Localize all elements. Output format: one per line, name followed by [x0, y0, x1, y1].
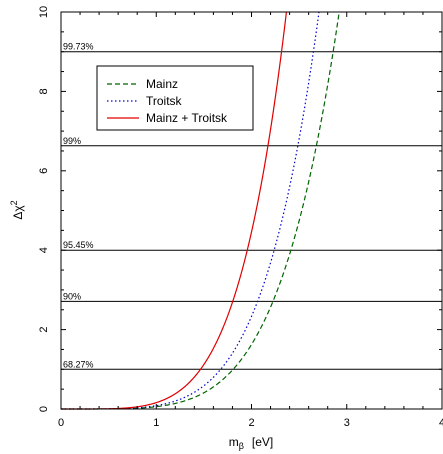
y-tick-label: 2 [38, 327, 50, 333]
x-tick-label: 4 [439, 417, 443, 429]
x-axis-label-sub: β [239, 441, 244, 451]
y-tick-label: 0 [38, 406, 50, 412]
y-tick-label: 10 [38, 6, 50, 18]
cl-label: 95.45% [63, 240, 94, 250]
x-axis-label-main: m [229, 435, 239, 449]
legend-label: Mainz [146, 77, 178, 91]
y-axis: 0 2 4 6 8 10 [38, 6, 442, 412]
cl-label: 90% [63, 291, 81, 301]
y-axis-label-sup: 2 [9, 200, 19, 205]
legend: Mainz Troitsk Mainz + Troitsk [96, 65, 254, 131]
y-tick-label: 6 [38, 168, 50, 174]
y-tick-label: 4 [38, 247, 50, 253]
legend-box [96, 65, 254, 131]
cl-lines: 68.27% 90% 95.45% 99% 99.73% [61, 42, 442, 370]
x-axis-label: mβ [eV] [229, 435, 274, 451]
x-tick-label: 0 [58, 417, 64, 429]
x-tick-label: 3 [344, 417, 350, 429]
x-tick-label: 1 [153, 417, 159, 429]
y-tick-label: 8 [38, 88, 50, 94]
legend-label: Troitsk [146, 94, 183, 108]
x-tick-label: 2 [248, 417, 254, 429]
legend-label: Mainz + Troitsk [146, 111, 228, 125]
y-axis-label: Δχ2 [9, 200, 25, 219]
x-axis-label-unit: [eV] [252, 435, 273, 449]
cl-label: 68.27% [63, 359, 94, 369]
cl-label: 99% [63, 136, 81, 146]
y-axis-label-main: Δχ [11, 205, 25, 220]
x-axis: 0 1 2 3 4 [58, 12, 443, 429]
cl-label: 99.73% [63, 42, 94, 52]
